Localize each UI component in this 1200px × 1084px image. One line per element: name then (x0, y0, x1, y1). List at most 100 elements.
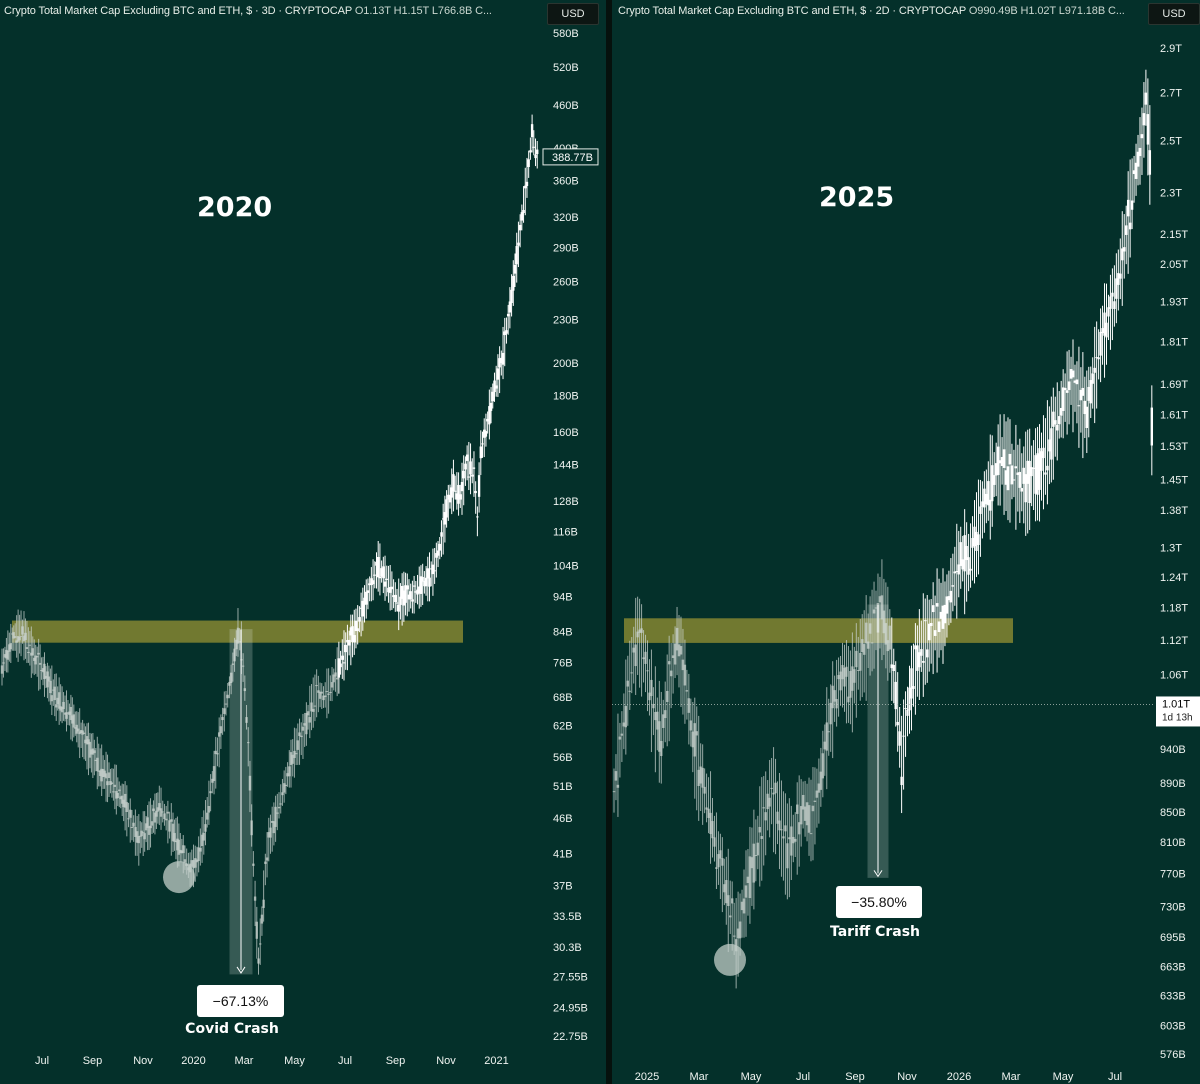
candle-body (209, 791, 212, 794)
last-price-box (1156, 696, 1200, 727)
candle-body (43, 663, 46, 680)
candle-body (270, 820, 274, 823)
candle-body (112, 791, 115, 793)
symbol-legend[interactable]: Crypto Total Market Cap Excluding BTC an… (618, 5, 1125, 17)
candle-body (689, 720, 693, 731)
candle-body (174, 840, 178, 843)
candle-body (884, 623, 888, 645)
panel-divider[interactable] (606, 0, 612, 1084)
candle-body (494, 385, 498, 389)
candle-body (683, 664, 687, 686)
candle-body (164, 818, 168, 821)
candle-body (378, 576, 382, 579)
candle-body (97, 770, 100, 772)
candle-body (353, 635, 356, 643)
y-axis[interactable]: 580B520B460B400B360B320B290B260B230B200B… (553, 28, 588, 1043)
y-tick-label: 2.3T (1160, 187, 1182, 199)
candle-body (638, 629, 641, 633)
ohlc-values: O1.13T H1.15T L766.8B C... (354, 5, 492, 17)
candle-body (472, 467, 476, 469)
candle-body (219, 726, 223, 734)
chart-panel-2025[interactable]: 2.9T 2.7T 2.5T 2.3T 2.15T 2.05T 1.93T 1.81T 1.69… (612, 0, 1200, 1084)
x-axis[interactable]: 2025 Mar May Jul Sep Nov 2026 Mar May Jul (635, 1071, 1122, 1083)
candle-body (260, 914, 264, 924)
candle-body (829, 702, 832, 725)
candle-body (11, 633, 14, 635)
candle-body (1113, 301, 1116, 310)
candle-body (805, 802, 809, 826)
candle-body (725, 880, 728, 904)
candle-body (880, 595, 884, 620)
candle-body (534, 154, 537, 159)
x-tick-label: Jul (1108, 1071, 1122, 1083)
y-axis[interactable]: 2.9T 2.7T 2.5T 2.3T 2.15T 2.05T 1.93T 1.81T 1.69… (1160, 43, 1188, 1061)
x-tick-label: May (1053, 1071, 1074, 1083)
candle-body (135, 831, 139, 843)
candle-body (387, 587, 390, 593)
candle-body (93, 750, 96, 754)
candle-body (1081, 387, 1085, 396)
candle-body (168, 820, 171, 832)
candle-body (1079, 389, 1083, 401)
candle-body (243, 688, 247, 692)
x-tick-label: Nov (436, 1055, 456, 1067)
candle-body (1103, 312, 1106, 336)
candle-body (474, 490, 477, 494)
candle-body (951, 585, 955, 587)
y-tick-label: 27.55B (553, 972, 588, 984)
candle-body (464, 463, 467, 470)
candle-body (612, 791, 616, 793)
candle-body (892, 664, 895, 672)
candle-body (654, 712, 657, 721)
candle-body (1048, 439, 1051, 452)
y-tick-label: 730B (1160, 902, 1186, 914)
candle-body (778, 820, 781, 831)
candle-body (65, 712, 68, 719)
candle-body (723, 884, 726, 893)
candle-body (94, 759, 98, 761)
candle-body (479, 446, 482, 459)
candle-body (235, 639, 238, 650)
candle-body (150, 821, 154, 826)
candle-body (484, 431, 488, 437)
candle-body (161, 811, 164, 813)
candle-body (929, 623, 933, 627)
chart-canvas-2025[interactable]: 2.9T 2.7T 2.5T 2.3T 2.15T 2.05T 1.93T 1.81T 1.69… (612, 0, 1200, 1084)
y-tick-label: 33.5B (553, 911, 582, 923)
x-axis[interactable]: Jul Sep Nov 2020 Mar May Jul Sep Nov 2021 (35, 1055, 509, 1067)
candle-body (994, 463, 998, 476)
candle-body (941, 605, 945, 629)
symbol-legend[interactable]: Crypto Total Market Cap Excluding BTC an… (4, 5, 492, 17)
candle-body (91, 748, 95, 755)
candle-body (207, 806, 211, 813)
candle-body (334, 672, 337, 677)
x-tick-label: 2026 (947, 1071, 971, 1083)
candle-body (626, 680, 629, 687)
candle-body (60, 706, 64, 713)
candle-body (904, 707, 907, 709)
candle-body (803, 806, 807, 821)
y-tick-label: 320B (553, 212, 579, 224)
candle-body (618, 736, 622, 740)
candle-body (264, 861, 267, 864)
candle-body (922, 660, 925, 663)
candle-body (515, 246, 518, 265)
candle-body (740, 901, 744, 911)
chart-panel-2020[interactable]: 580B520B460B400B360B320B290B260B230B200B… (0, 0, 606, 1084)
symbol-title[interactable]: Crypto Total Market Cap Excluding BTC an… (618, 5, 966, 17)
y-tick-label: 51B (553, 781, 573, 793)
currency-button[interactable]: USD (547, 3, 599, 25)
candle-body (924, 620, 927, 622)
currency-button[interactable]: USD (1148, 3, 1200, 25)
candle-body (1044, 472, 1047, 475)
candle-body (342, 662, 346, 664)
candle-body (202, 832, 205, 841)
y-tick-label: 1.06T (1160, 669, 1188, 681)
candle-body (1123, 247, 1126, 252)
candle-body (971, 538, 974, 548)
chart-canvas-2020[interactable]: 580B520B460B400B360B320B290B260B230B200B… (0, 0, 606, 1084)
x-tick-label: Nov (133, 1055, 153, 1067)
candle-body (286, 773, 289, 777)
candle-body (784, 825, 787, 832)
symbol-title[interactable]: Crypto Total Market Cap Excluding BTC an… (4, 5, 352, 17)
